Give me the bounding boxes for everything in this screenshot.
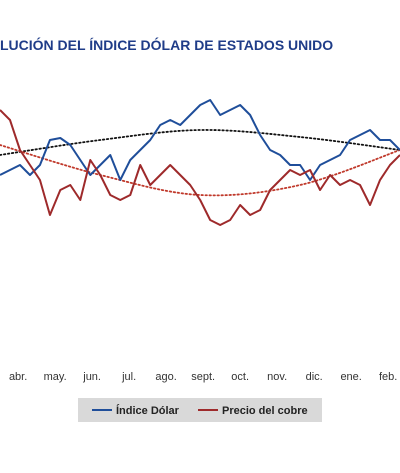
legend: Índice Dólar Precio del cobre: [92, 404, 308, 417]
trend-line: [0, 144, 400, 197]
series-line: [0, 109, 400, 226]
x-tick-label: sept.: [191, 371, 215, 383]
x-tick-label: dic.: [306, 371, 323, 383]
legend-label: Precio del cobre: [222, 405, 308, 417]
x-tick-label: ago.: [155, 371, 176, 383]
x-tick-label: jul.: [121, 371, 136, 383]
x-tick-label: jun.: [82, 371, 101, 383]
x-tick-label: oct.: [231, 371, 249, 383]
x-tick-label: feb.: [379, 371, 397, 383]
series-line: [0, 99, 400, 181]
x-tick-label: ene.: [340, 371, 361, 383]
trend-line: [0, 129, 400, 156]
chart-title: LUCIÓN DEL ÍNDICE DÓLAR DE ESTADOS UNIDO: [0, 36, 333, 53]
x-tick-label: nov.: [267, 371, 287, 383]
x-tick-label: abr.: [9, 371, 27, 383]
x-tick-label: may.: [44, 371, 67, 383]
legend-label: Índice Dólar: [116, 404, 180, 417]
